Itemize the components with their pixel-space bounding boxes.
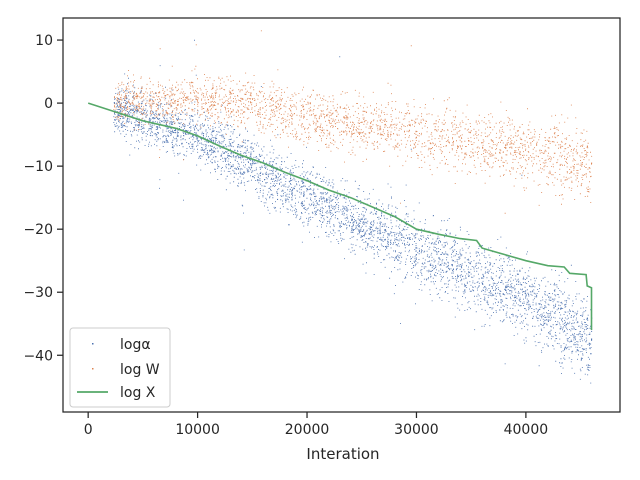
y-tick-label: 0 xyxy=(44,96,53,112)
legend-label: log X xyxy=(120,385,156,401)
x-tick-label: 0 xyxy=(84,422,93,438)
y-axis: 10 0 −10 −20 −30 −40 xyxy=(23,33,63,364)
legend-marker xyxy=(92,368,94,370)
y-tick-label: −20 xyxy=(23,222,53,238)
y-tick-label: −10 xyxy=(23,159,53,175)
series-log-x-line xyxy=(87,102,593,330)
x-tick-label: 40000 xyxy=(504,422,549,438)
x-tick-label: 30000 xyxy=(394,422,439,438)
x-axis: 0 10000 20000 30000 40000 xyxy=(84,412,548,438)
plot-area xyxy=(87,30,593,384)
axes-frame xyxy=(62,17,621,413)
scatter-points xyxy=(113,30,593,214)
y-tick-label: −40 xyxy=(23,348,53,364)
legend-marker xyxy=(92,343,94,345)
x-axis-label: Interation xyxy=(306,445,379,463)
x-tick-label: 10000 xyxy=(175,422,220,438)
legend-box xyxy=(69,327,171,408)
legend-label: log W xyxy=(120,362,160,378)
x-tick-label: 20000 xyxy=(285,422,330,438)
y-tick-label: −30 xyxy=(23,285,53,301)
legend: logα log W log X xyxy=(69,327,171,408)
y-tick-label: 10 xyxy=(35,33,53,49)
series-log-w-points xyxy=(113,30,593,214)
legend-label: logα xyxy=(120,337,151,353)
